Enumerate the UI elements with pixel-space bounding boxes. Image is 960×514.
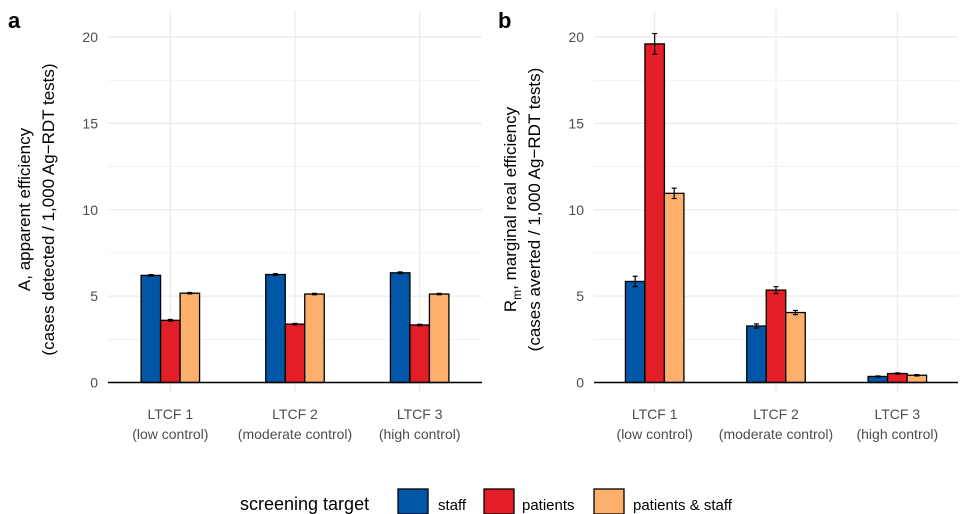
panel-a: 0 5 10 15 20 LTCF 1 (low control) LTCF 2 (modera… <box>8 8 482 442</box>
y-tick-label: 5 <box>576 288 584 304</box>
x-tick-label: LTCF 1 <box>632 406 678 422</box>
y-tick-label: 0 <box>90 375 98 391</box>
bar-staff <box>389 272 411 384</box>
bar-patients <box>644 43 666 384</box>
bar-patients_staff <box>785 311 806 384</box>
y-axis-label-main: R <box>501 300 520 312</box>
panel-letter: b <box>498 8 511 33</box>
legend-label-patients_staff: patients & staff <box>633 497 733 514</box>
bar-patients <box>409 324 431 384</box>
y-axis-label-rest: , marginal real efficiency <box>501 106 520 289</box>
legend-label-patients: patients <box>522 497 575 514</box>
y-axis-label-units: (cases detected / 1,000 Ag−RDT tests) <box>39 63 58 355</box>
y-tick-label: 0 <box>576 375 584 391</box>
x-tick-label: LTCF 2 <box>753 406 799 422</box>
x-tick-label: LTCF 3 <box>875 406 921 422</box>
bar-patients <box>765 289 787 384</box>
bar-patients <box>886 372 908 384</box>
bar-staff <box>265 273 286 384</box>
y-axis-label: A, apparent efficiency <box>15 127 34 291</box>
x-tick-label: LTCF 1 <box>148 406 194 422</box>
y-tick-label: 15 <box>568 115 584 131</box>
y-tick-label: 10 <box>82 202 98 218</box>
x-tick-label: LTCF 2 <box>272 406 318 422</box>
legend: screening target staff patients patients & … <box>240 488 733 514</box>
y-tick-label: 20 <box>82 29 98 45</box>
bar-patients <box>284 323 306 384</box>
x-tick-label-sub: (high control) <box>856 426 938 442</box>
legend-label-staff: staff <box>438 497 467 514</box>
y-axis-label-units: (cases averted / 1,000 Ag−RDT tests) <box>525 68 544 352</box>
legend-title: screening target <box>240 494 369 514</box>
y-axis-label-subscript: m <box>510 290 524 300</box>
legend-swatch-staff <box>397 488 429 514</box>
x-tick-label-sub: (moderate control) <box>719 426 833 442</box>
y-tick-label: 5 <box>90 288 98 304</box>
bar-staff <box>746 325 767 384</box>
y-tick-label: 20 <box>568 29 584 45</box>
y-axis-label: Rm, marginal real efficiency <box>501 106 524 312</box>
bar-patients_staff <box>663 192 685 384</box>
bar-patients_staff <box>304 293 325 384</box>
x-tick-label-sub: (moderate control) <box>238 426 352 442</box>
bar-patients <box>159 319 181 384</box>
panel-letter: a <box>8 8 21 33</box>
y-tick-label: 10 <box>568 202 584 218</box>
x-tick-label-sub: (low control) <box>132 426 208 442</box>
legend-swatch-patients_staff <box>593 488 625 514</box>
x-tick-label-sub: (low control) <box>617 426 693 442</box>
bar-staff <box>624 280 646 384</box>
y-tick-label: 15 <box>82 115 98 131</box>
bar-patients_staff <box>428 293 450 384</box>
legend-swatch-patients <box>483 488 515 514</box>
panel-b: 0 5 10 15 20 LTCF 1 (low control) LTCF 2 (modera… <box>498 8 958 442</box>
bar-staff <box>140 274 162 384</box>
x-tick-label-sub: (high control) <box>379 426 461 442</box>
x-tick-label: LTCF 3 <box>397 406 443 422</box>
bar-patients_staff <box>179 292 201 384</box>
